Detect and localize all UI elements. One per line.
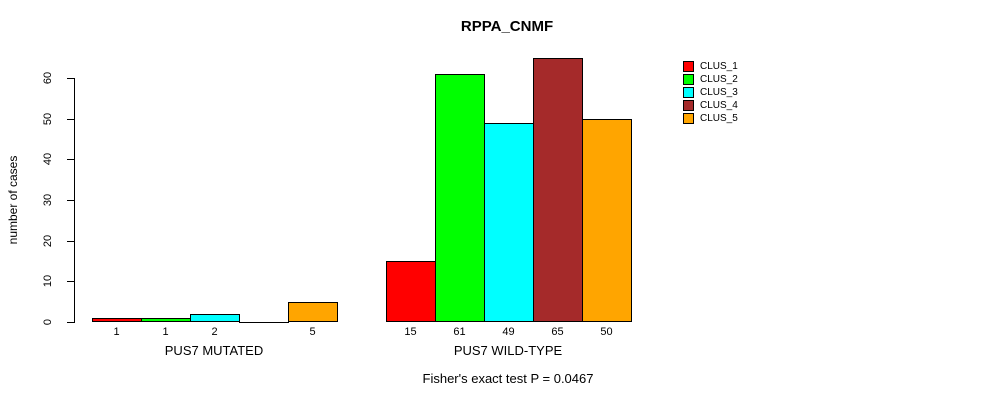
legend-label-clus_1: CLUS_1 bbox=[700, 61, 738, 72]
bar-clus_1-group1-value-label: 1 bbox=[113, 326, 120, 338]
bar-clus_2-group1 bbox=[141, 317, 191, 322]
legend: CLUS_1 CLUS_2 CLUS_3 CLUS_4 CLUS_5 bbox=[683, 61, 738, 124]
group-label-wildtype: PUS7 WILD-TYPE bbox=[453, 343, 563, 358]
bar-clus_3-group1 bbox=[190, 313, 240, 322]
y-tick-mark bbox=[67, 200, 74, 201]
bar-clus_4-group2-value-label: 65 bbox=[551, 326, 564, 338]
bar-clus_5-group2-value-label: 50 bbox=[600, 326, 613, 338]
bar-clus_1-group1 bbox=[92, 317, 142, 322]
legend-label-clus_2: CLUS_2 bbox=[700, 74, 738, 85]
bar-clus_5-group1 bbox=[288, 301, 338, 322]
y-axis-line bbox=[74, 78, 75, 323]
y-tick-mark bbox=[67, 322, 74, 323]
legend-swatch-clus_2 bbox=[683, 74, 694, 85]
bar-clus_3-group2-value-label: 49 bbox=[502, 326, 515, 338]
bar-clus_2-group2-value-label: 61 bbox=[453, 326, 466, 338]
y-tick-label: 0 bbox=[42, 318, 54, 326]
y-tick-label: 20 bbox=[42, 234, 54, 247]
bar-clus_2-group1-value-label: 1 bbox=[162, 326, 169, 338]
legend-swatch-clus_4 bbox=[683, 100, 694, 111]
legend-label-clus_3: CLUS_3 bbox=[700, 87, 738, 98]
legend-row-clus_5: CLUS_5 bbox=[683, 113, 738, 124]
y-axis-title: number of cases bbox=[6, 155, 20, 245]
y-tick-mark bbox=[67, 118, 74, 120]
legend-row-clus_4: CLUS_4 bbox=[683, 100, 738, 111]
legend-row-clus_2: CLUS_2 bbox=[683, 74, 738, 85]
bar-clus_5-group2 bbox=[582, 118, 632, 322]
legend-swatch-clus_1 bbox=[683, 61, 694, 72]
bar-clus_4-group1-zero-baseline bbox=[239, 322, 289, 323]
y-tick-label: 50 bbox=[42, 112, 54, 125]
y-tick-mark bbox=[67, 159, 74, 161]
bar-clus_1-group2-value-label: 15 bbox=[404, 326, 417, 338]
bar-clus_3-group1-value-label: 2 bbox=[211, 326, 218, 338]
legend-row-clus_3: CLUS_3 bbox=[683, 87, 738, 98]
legend-swatch-clus_3 bbox=[683, 87, 694, 98]
y-tick-mark bbox=[67, 281, 74, 283]
bar-clus_4-group2 bbox=[533, 57, 583, 322]
y-tick-label: 10 bbox=[42, 275, 54, 288]
y-tick-mark bbox=[67, 240, 74, 242]
bar-clus_5-group1-value-label: 5 bbox=[309, 326, 316, 338]
legend-row-clus_1: CLUS_1 bbox=[683, 61, 738, 72]
y-tick-label: 40 bbox=[42, 153, 54, 166]
bar-clus_2-group2 bbox=[435, 73, 485, 322]
y-tick-label: 60 bbox=[42, 71, 54, 85]
legend-label-clus_5: CLUS_5 bbox=[700, 113, 738, 124]
chart-title: RPPA_CNMF bbox=[460, 18, 554, 35]
bar-clus_1-group2 bbox=[386, 261, 436, 322]
fisher-test-annotation: Fisher's exact test P = 0.0467 bbox=[422, 371, 594, 386]
legend-swatch-clus_5 bbox=[683, 113, 694, 124]
y-tick-label: 30 bbox=[42, 193, 54, 207]
legend-label-clus_4: CLUS_4 bbox=[700, 100, 738, 111]
group-label-mutated: PUS7 MUTATED bbox=[164, 343, 264, 358]
y-tick-mark bbox=[67, 78, 74, 79]
bar-clus_3-group2 bbox=[484, 122, 534, 322]
